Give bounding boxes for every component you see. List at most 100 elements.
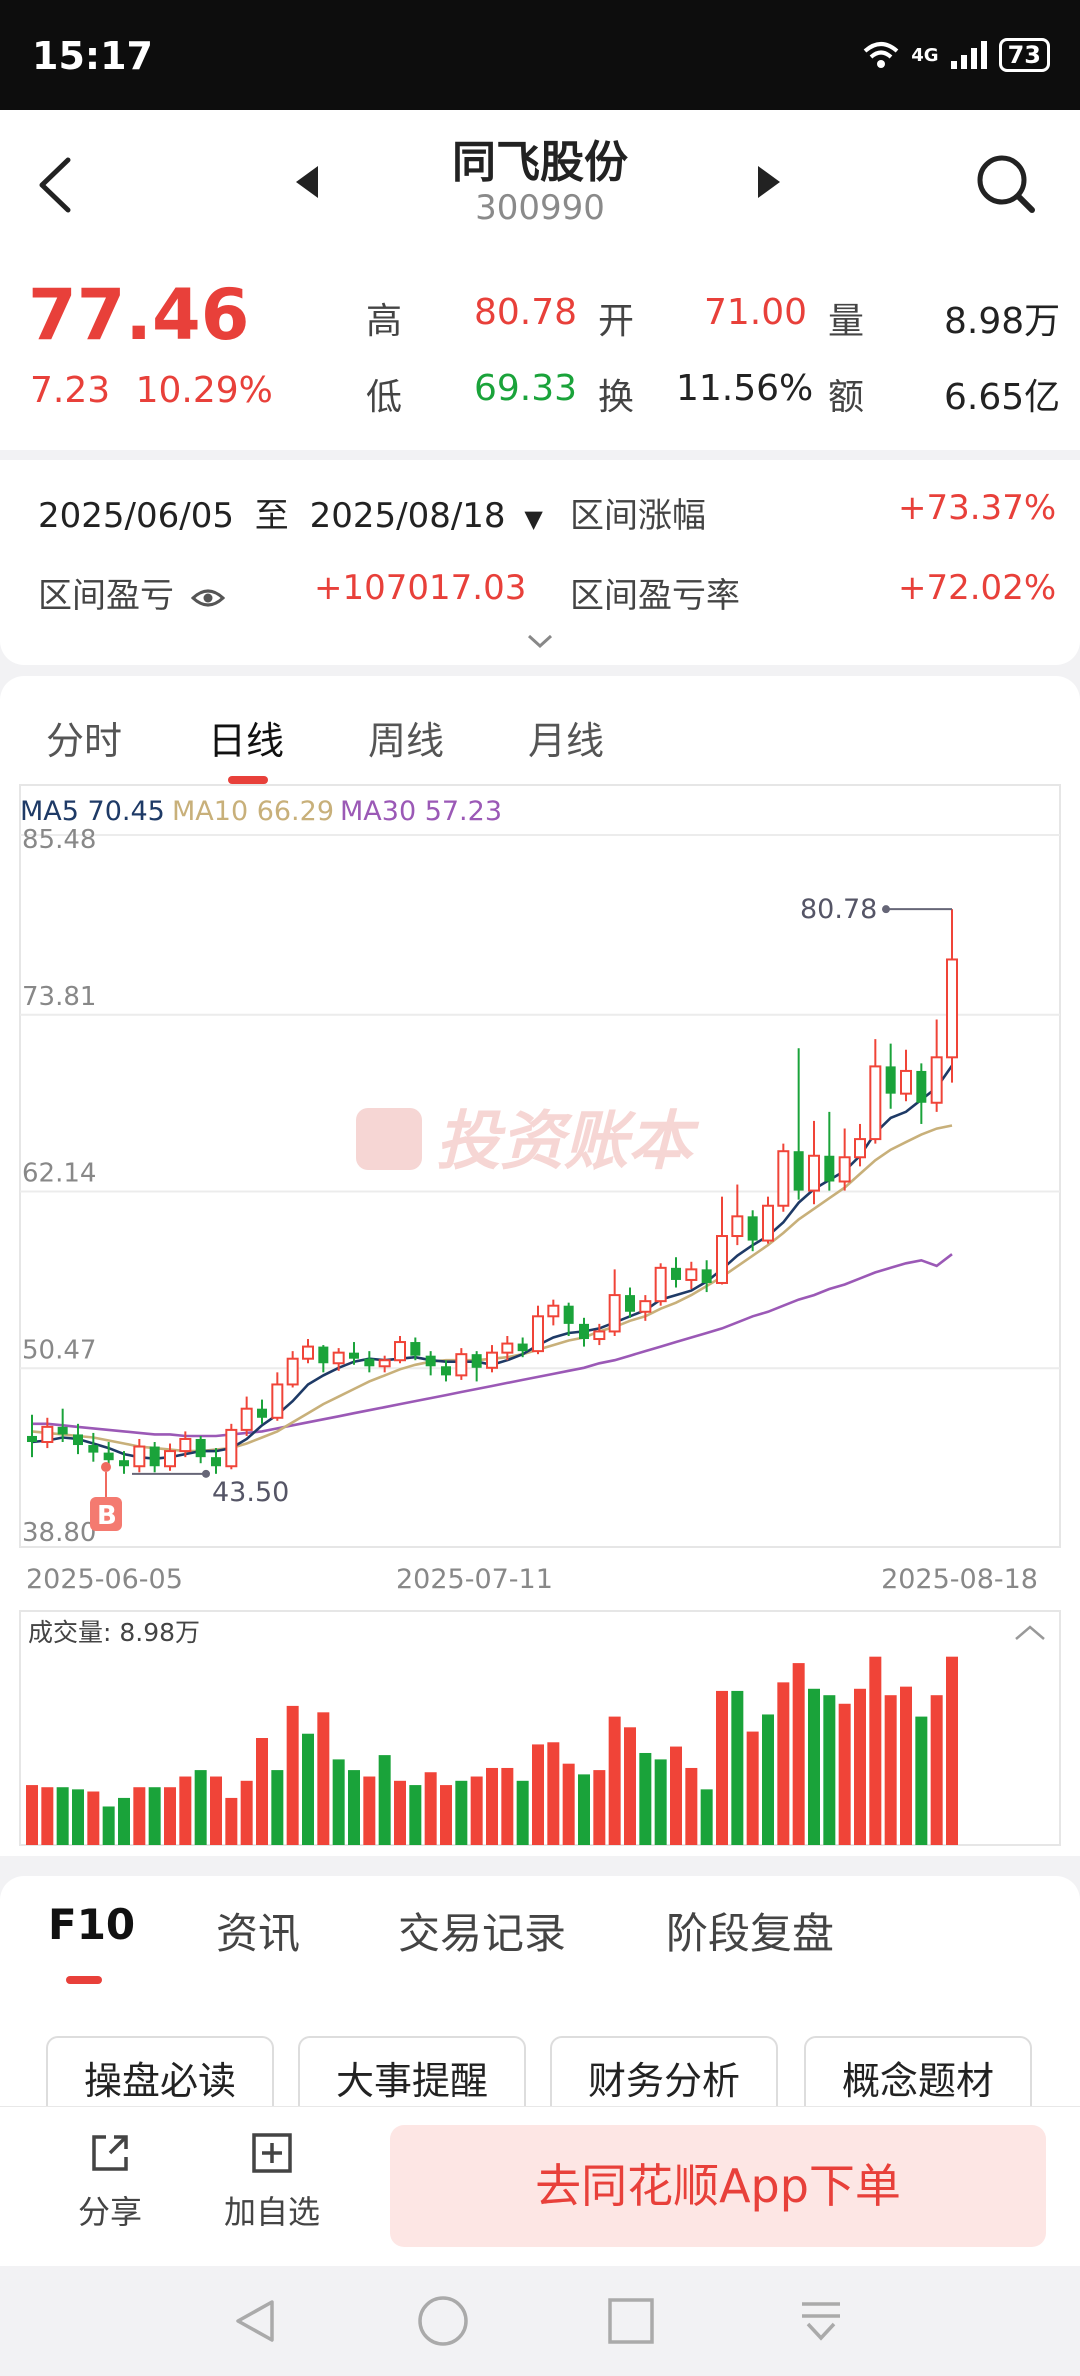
volume-bar [900, 1686, 912, 1845]
x-tick-label: 2025-06-05 [26, 1564, 183, 1595]
range-change-label: 区间涨幅 [570, 496, 706, 536]
volume-bar [378, 1755, 391, 1845]
tab-daily[interactable]: 日线 [208, 719, 285, 763]
volume-bar [654, 1759, 667, 1845]
tab-minute[interactable]: 分时 [46, 719, 123, 763]
candle-body [869, 1065, 882, 1141]
candle-body [149, 1446, 160, 1467]
watermark-text: 投资账本 [436, 1105, 700, 1179]
add-watchlist-button[interactable]: 加自选 [212, 2131, 332, 2233]
status-bar: 15:17 4G 73 [0, 0, 1080, 110]
nav-back-icon[interactable] [230, 2296, 280, 2346]
volume-bar [532, 1744, 544, 1845]
date-range-selector[interactable]: 2025/06/05 至 2025/08/18 ▼ [38, 488, 543, 537]
battery-icon: 73 [998, 38, 1050, 72]
kline-chart[interactable]: MA5 70.45 MA10 66.29 MA30 57.23 85.48 73.81 6… [16, 783, 1064, 1855]
buy-marker-label: B [97, 1501, 117, 1531]
volume-bar [731, 1690, 744, 1845]
candle-body [455, 1353, 468, 1377]
candle-body [349, 1352, 359, 1359]
candle-body [179, 1437, 192, 1453]
search-icon[interactable] [972, 150, 1042, 220]
candle-body [701, 1269, 712, 1283]
nav-menu-icon[interactable] [796, 2296, 846, 2346]
volume-bar [440, 1785, 452, 1845]
share-label: 分享 [77, 2193, 142, 2231]
pnl-rate-label: 区间盈亏率 [570, 576, 740, 616]
volume-bar [164, 1787, 176, 1845]
candle-body [41, 1425, 54, 1444]
high-value: 80.78 [474, 292, 578, 333]
pnl-label: 区间盈亏 [38, 576, 174, 616]
volume-bar [118, 1797, 130, 1845]
candle-body [608, 1294, 621, 1333]
volume-bar [148, 1787, 161, 1845]
tab-f10[interactable]: F10 [48, 1900, 136, 1949]
nav-recents-icon[interactable] [606, 2296, 656, 2346]
tab-monthly[interactable]: 月线 [528, 719, 605, 763]
candle-body [793, 1151, 804, 1191]
eye-icon[interactable] [190, 586, 226, 610]
volume-bar [41, 1787, 54, 1845]
volume-bar [72, 1789, 84, 1845]
candle-body [777, 1150, 790, 1207]
volume-bar [317, 1712, 330, 1845]
candle-body [378, 1359, 391, 1368]
candle-body [441, 1366, 451, 1376]
candle-body [946, 958, 958, 1059]
y-tick-label: 85.48 [22, 825, 96, 855]
volume-bar [716, 1690, 728, 1845]
candle-body [133, 1445, 146, 1468]
volume-bar [670, 1746, 682, 1845]
candle-body [103, 1452, 114, 1461]
candle-body [225, 1428, 238, 1468]
change-value: 7.23 [30, 370, 111, 411]
tab-news[interactable]: 资讯 [216, 1909, 301, 1958]
volume-bar [133, 1787, 146, 1845]
back-icon[interactable] [30, 150, 80, 220]
volume-bar [578, 1774, 590, 1845]
candle-body [579, 1323, 589, 1340]
y-tick-label: 62.14 [22, 1159, 96, 1189]
volume-label: 成交量: 8.98万 [28, 1618, 200, 1647]
volume-bar [685, 1767, 698, 1845]
candle-body [654, 1266, 667, 1303]
candle-body [164, 1450, 176, 1468]
tab-stage-review[interactable]: 阶段复盘 [666, 1909, 835, 1958]
candle-body [501, 1342, 514, 1354]
candle-body [332, 1351, 345, 1365]
nav-home-icon[interactable] [416, 2294, 470, 2348]
price-panel-frame [19, 784, 1061, 1548]
pnl-label-group: 区间盈亏 [38, 568, 226, 617]
volume-bar [608, 1716, 621, 1845]
tab-weekly[interactable]: 周线 [368, 719, 445, 763]
prev-stock-icon[interactable] [296, 166, 318, 198]
buy-marker-badge [90, 1497, 122, 1531]
bottom-action-bar: 分享 加自选 去同花顺App下单 [0, 2106, 1080, 2266]
tab-trade-records[interactable]: 交易记录 [398, 1909, 567, 1958]
volume-bar [26, 1785, 38, 1845]
volume-bar [256, 1738, 268, 1845]
expand-chevron-icon[interactable] [525, 632, 555, 652]
watermark-logo-icon [356, 1108, 422, 1170]
candle-body [824, 1155, 835, 1182]
volume-bar [56, 1787, 69, 1845]
f10-tab-indicator [66, 1976, 102, 1984]
amount-value: 6.65亿 [944, 377, 1061, 418]
to-label: 至 [254, 496, 289, 536]
candle-body [394, 1341, 406, 1362]
f10-card: F10 资讯 交易记录 阶段复盘 操盘必读 大事提醒 财务分析 概念题材 [0, 1876, 1080, 2126]
collapse-volume-icon [1015, 1625, 1045, 1640]
candle-body [900, 1069, 912, 1095]
amount-label: 额 [828, 377, 865, 418]
order-in-app-button[interactable]: 去同花顺App下单 [390, 2125, 1046, 2247]
candle-body [547, 1304, 560, 1318]
system-nav-bar [0, 2266, 1080, 2376]
next-stock-icon[interactable] [758, 166, 780, 198]
candle-body [747, 1216, 758, 1241]
candle-body [425, 1355, 436, 1367]
start-date: 2025/06/05 [38, 496, 234, 536]
volume-bar [194, 1770, 207, 1845]
share-button[interactable]: 分享 [50, 2131, 170, 2233]
candle-body [885, 1066, 896, 1094]
